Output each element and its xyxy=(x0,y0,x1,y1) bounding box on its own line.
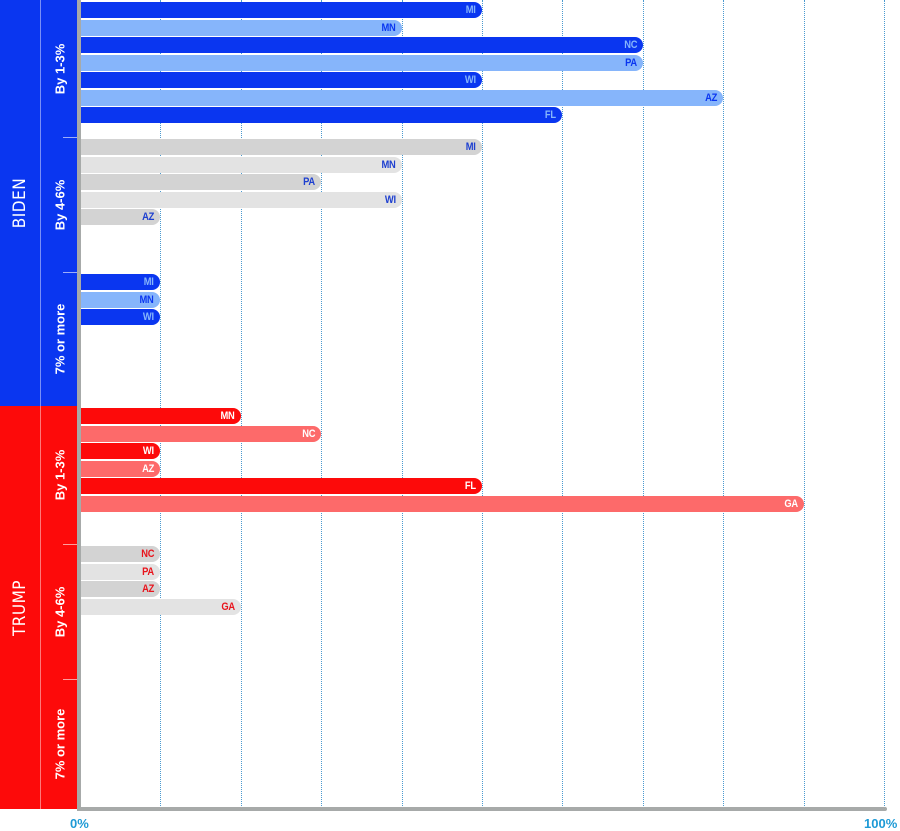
bar-biden-nc: NC xyxy=(81,37,643,53)
bar-biden-wi: WI xyxy=(81,72,482,88)
bar-biden-wi: WI xyxy=(81,192,402,208)
state-label: MI xyxy=(466,141,476,153)
candidate-band-biden: BIDEN xyxy=(0,0,79,406)
gridline xyxy=(482,0,483,808)
bar-trump-fl: FL xyxy=(81,478,482,494)
state-label: MN xyxy=(381,22,396,34)
bar-biden-pa: PA xyxy=(81,55,643,71)
state-label: GA xyxy=(784,498,798,510)
bar-trump-ga: GA xyxy=(81,496,804,512)
margin-label: By 1-3% xyxy=(52,43,68,94)
gridline xyxy=(402,0,403,808)
bar-trump-nc: NC xyxy=(81,546,160,562)
bar-trump-nc: NC xyxy=(81,426,321,442)
candidate-band-trump: TRUMP xyxy=(0,406,79,809)
margin-label: By 4-6% xyxy=(52,586,68,637)
gridline xyxy=(804,0,805,808)
state-label: WI xyxy=(465,74,476,86)
margin-group-label: By 4-6% xyxy=(41,544,79,679)
candidate-label: BIDEN xyxy=(10,177,30,229)
margin-label: 7% or more xyxy=(52,303,68,375)
bar-biden-mn: MN xyxy=(81,157,402,173)
state-label: MN xyxy=(381,159,396,171)
candidate-label: TRUMP xyxy=(10,579,30,636)
gridline xyxy=(321,0,322,808)
state-label: NC xyxy=(623,39,637,51)
state-label: FL xyxy=(545,109,556,121)
gridline xyxy=(562,0,563,808)
bar-trump-az: AZ xyxy=(81,581,160,597)
margin-label: 7% or more xyxy=(52,708,68,780)
state-label: MI xyxy=(144,276,154,288)
state-label: WI xyxy=(143,445,154,457)
state-label: PA xyxy=(625,57,637,69)
bar-biden-mi: MI xyxy=(81,139,482,155)
state-label: MI xyxy=(466,4,476,16)
state-label: WI xyxy=(385,194,396,206)
margin-group-label: By 1-3% xyxy=(41,406,79,544)
bar-biden-mi: MI xyxy=(81,274,160,290)
margin-group-label: By 4-6% xyxy=(41,137,79,272)
state-label: MN xyxy=(139,294,154,306)
bar-trump-wi: WI xyxy=(81,443,160,459)
x-axis-min-label: 0% xyxy=(70,816,89,831)
group-divider-tick xyxy=(63,272,79,273)
x-axis-line xyxy=(77,807,887,811)
state-label: AZ xyxy=(142,211,154,223)
bar-trump-ga: GA xyxy=(81,599,241,615)
state-label: GA xyxy=(221,601,235,613)
y-axis-line xyxy=(77,0,81,811)
bar-biden-mn: MN xyxy=(81,292,160,308)
margin-label: By 4-6% xyxy=(52,179,68,230)
state-label: AZ xyxy=(142,583,154,595)
gridline xyxy=(643,0,644,808)
state-label: WI xyxy=(143,311,154,323)
state-label: PA xyxy=(142,566,154,578)
state-label: AZ xyxy=(142,463,154,475)
bar-trump-pa: PA xyxy=(81,564,160,580)
gridline xyxy=(241,0,242,808)
gridline xyxy=(160,0,161,808)
margin-group-label: 7% or more xyxy=(41,679,79,809)
state-label: MN xyxy=(220,410,235,422)
margin-group-label: 7% or more xyxy=(41,272,79,406)
bar-biden-mi: MI xyxy=(81,2,482,18)
bar-trump-az: AZ xyxy=(81,461,160,477)
bar-biden-az: AZ xyxy=(81,90,723,106)
gridline xyxy=(723,0,724,808)
group-divider-tick xyxy=(63,137,79,138)
bar-biden-pa: PA xyxy=(81,174,321,190)
bar-biden-wi: WI xyxy=(81,309,160,325)
state-label: FL xyxy=(465,480,476,492)
bar-biden-fl: FL xyxy=(81,107,562,123)
state-label: NC xyxy=(140,548,154,560)
bar-biden-mn: MN xyxy=(81,20,402,36)
bar-biden-az: AZ xyxy=(81,209,160,225)
state-label: NC xyxy=(301,428,315,440)
margin-group-label: By 1-3% xyxy=(41,0,79,137)
bar-trump-mn: MN xyxy=(81,408,241,424)
group-divider-tick xyxy=(63,679,79,680)
state-label: PA xyxy=(303,176,315,188)
state-label: AZ xyxy=(705,92,717,104)
group-divider-tick xyxy=(63,544,79,545)
x-axis-max-label: 100% xyxy=(864,816,898,831)
gridline xyxy=(884,0,885,808)
margin-label: By 1-3% xyxy=(52,449,68,501)
